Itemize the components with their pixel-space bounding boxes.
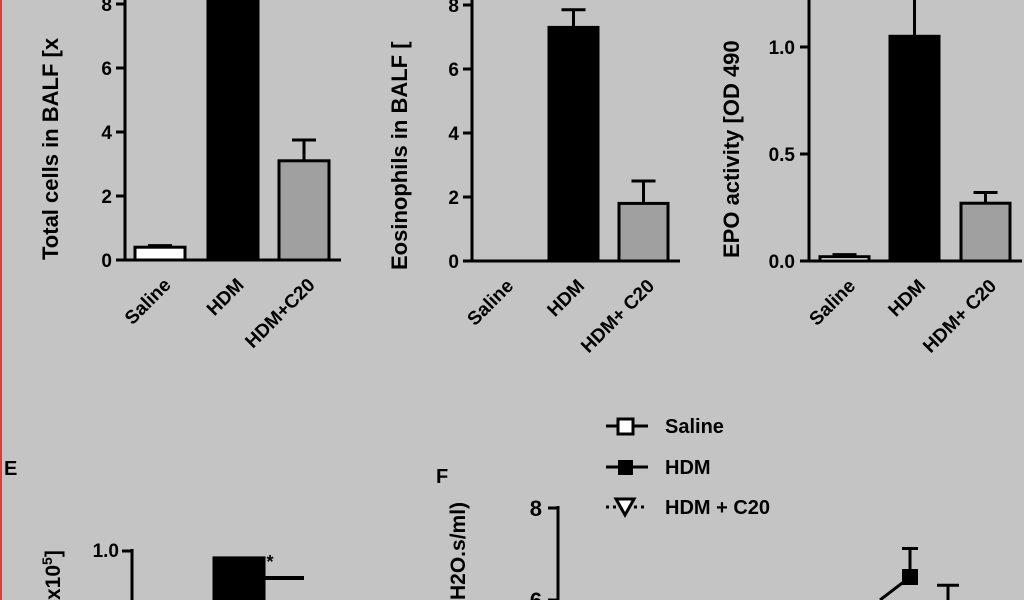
legend: Saline HDM HDM + C20: [606, 416, 770, 519]
panel-b-ylabel: Eosinophils in BALF [: [387, 41, 412, 270]
legend-item-saline: Saline: [606, 416, 724, 438]
y-tick-label: 6: [448, 60, 459, 81]
panel-a-ylabel: Total cells in BALF [x: [38, 37, 63, 260]
y-tick-label: 8: [530, 496, 542, 521]
legend-marker-filled-square: [618, 460, 633, 475]
bar: [818, 255, 871, 263]
category-label: Saline: [464, 276, 518, 330]
legend-label-hdm-c20: HDM + C20: [665, 497, 770, 519]
category-label: HDM+ C20: [577, 276, 659, 358]
legend-marker-open-triangle: [613, 497, 637, 519]
legend-label-saline: Saline: [665, 416, 724, 438]
panel-f-label: F: [436, 466, 448, 488]
y-tick-label: 4: [101, 123, 112, 144]
panel-f-series: [879, 546, 959, 600]
y-tick-label: 6: [530, 588, 542, 600]
y-tick-label: 0: [101, 251, 112, 272]
category-label: Saline: [806, 276, 860, 330]
category-label: HDM: [544, 276, 589, 321]
panel-a-bars: [133, 0, 331, 262]
panel-f-ylabel: H2O.s/ml): [447, 502, 470, 600]
data-point-hdm: [902, 569, 918, 585]
category-label: Saline: [121, 275, 175, 329]
bar: [133, 245, 187, 262]
y-tick-label: 8: [101, 0, 112, 16]
panel-e: E x105] 1.0 *: [4, 458, 304, 600]
panel-e-significance-star: *: [266, 552, 273, 572]
category-label: HDM+ C20: [919, 276, 1001, 358]
panel-e-label: E: [4, 458, 17, 480]
y-tick-label: 1.0: [769, 38, 795, 59]
category-label: HDM: [885, 276, 930, 321]
panel-f-y-ticks: 86: [530, 496, 558, 600]
panel-b-bars: [547, 8, 670, 263]
y-tick-label: 0: [448, 252, 459, 273]
y-tick-label: 8: [448, 0, 459, 17]
bar: [888, 34, 941, 263]
y-tick-label: 0.0: [769, 252, 795, 273]
panel-eosinophils: Eosinophils in BALF [ 0 2 4 6 8 Saline HDMHDM…: [387, 0, 680, 357]
panel-e-ylabel: x105]: [39, 550, 65, 600]
y-tick-label: 2: [448, 188, 459, 209]
panel-epo-activity: EPO activity [OD 490 0.0 0.5 1.0 Saline HDM…: [719, 0, 1022, 357]
panel-total-cells: Total cells in BALF [x 0 2 4 6 8 Saline HDMHD…: [38, 0, 341, 353]
category-label: HDM: [203, 275, 248, 320]
legend-item-hdm-c20: HDM + C20: [606, 497, 770, 519]
panel-e-ytick-1.0: 1.0: [93, 541, 119, 562]
y-tick-label: 0.5: [769, 145, 796, 166]
category-label: HDM+C20: [242, 275, 320, 353]
y-tick-label: 6: [101, 59, 112, 80]
panel-f: F H2O.s/ml) 86 Saline HDM HDM + C20: [436, 416, 959, 600]
panel-c-bars: [818, 0, 1012, 263]
legend-label-hdm: HDM: [665, 457, 711, 479]
bar: [277, 159, 331, 262]
bar: [617, 201, 670, 263]
panel-e-bars: [212, 556, 266, 600]
legend-marker-open-square: [616, 417, 635, 436]
y-tick-label: 2: [101, 187, 112, 208]
bar: [959, 201, 1012, 263]
panel-c-ylabel: EPO activity [OD 490: [719, 40, 744, 258]
bar: [547, 25, 600, 263]
legend-item-hdm: HDM: [606, 457, 711, 479]
y-tick-label: 4: [448, 124, 459, 145]
bar: [206, 0, 260, 262]
